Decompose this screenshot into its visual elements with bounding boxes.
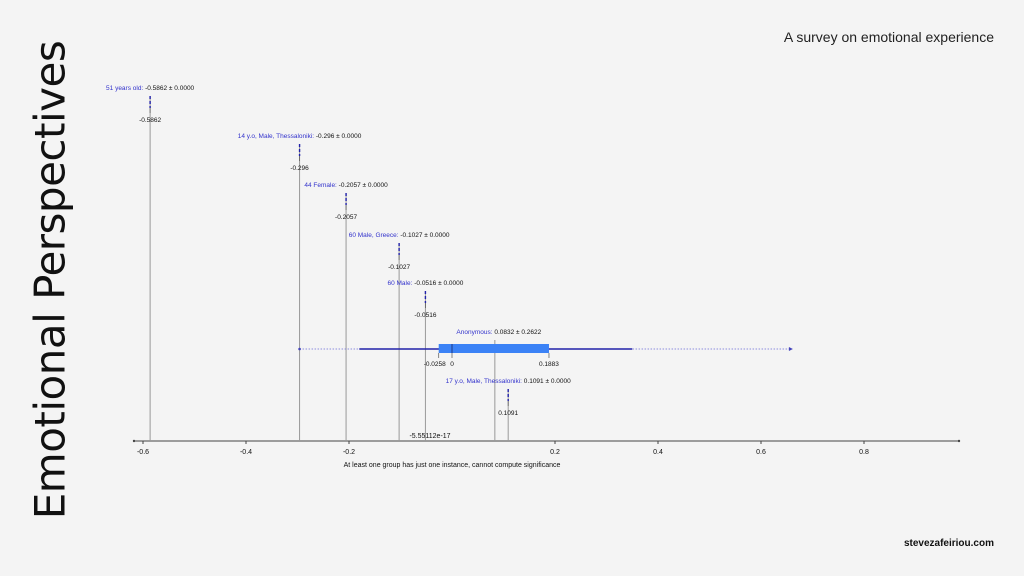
x-tick-label: -0.4 <box>240 449 252 456</box>
range-end-arrow <box>788 347 793 351</box>
value-label: 0.1091 <box>498 410 518 417</box>
slide-subtitle: A survey on emotional experience <box>783 29 994 45</box>
box-value-label: -0.0258 <box>424 361 446 368</box>
range-start-dot <box>298 347 301 351</box>
group-label: 17 y.o, Male, Thessaloniki: 0.1091 ± 0.0… <box>446 378 571 385</box>
zero-annotation: -5.55112e-17 <box>409 433 450 440</box>
group-label: 60 Male, Greece: -0.1027 ± 0.0000 <box>349 232 450 239</box>
box-value-label: 0 <box>450 361 454 368</box>
box <box>438 344 549 353</box>
x-tick-label: -0.2 <box>343 449 355 456</box>
chart-marks <box>149 96 793 441</box>
x-axis-label: At least one group has just one instance… <box>344 462 561 469</box>
group-label: 14 y.o, Male, Thessaloniki: -0.296 ± 0.0… <box>238 133 362 140</box>
site-label: stevezafeiriou.com <box>903 538 994 549</box>
x-tick-label: -0.6 <box>137 449 149 456</box>
value-label: -0.0516 <box>414 312 436 319</box>
x-axis-start-dot <box>132 439 136 443</box>
chart-labels: -0.5862 51 years old: -0.5862 ± 0.0000 -0.… <box>106 85 571 440</box>
group-label: Anonymous: 0.0832 ± 0.2622 <box>456 329 541 336</box>
x-axis: -0.6 -0.4 -0.2 0.2 0.4 0.6 0.8 At least one gro… <box>132 439 961 469</box>
x-tick-label: 0.4 <box>653 449 663 456</box>
group-label: 60 Male: -0.0516 ± 0.0000 <box>387 280 463 287</box>
x-axis-end-dot <box>957 439 961 443</box>
group-label: 51 years old: -0.5862 ± 0.0000 <box>106 85 195 92</box>
box-value-label: 0.1883 <box>539 361 559 368</box>
x-tick-label: 0.8 <box>859 449 869 456</box>
value-label: -0.5862 <box>139 117 161 124</box>
value-label: -0.2057 <box>335 214 357 221</box>
value-label: -0.1027 <box>388 264 410 271</box>
group-label: 44 Female: -0.2057 ± 0.0000 <box>304 182 388 189</box>
x-tick-label: 0.6 <box>756 449 766 456</box>
x-tick-label: 0.2 <box>550 449 560 456</box>
value-label: -0.296 <box>290 165 309 172</box>
